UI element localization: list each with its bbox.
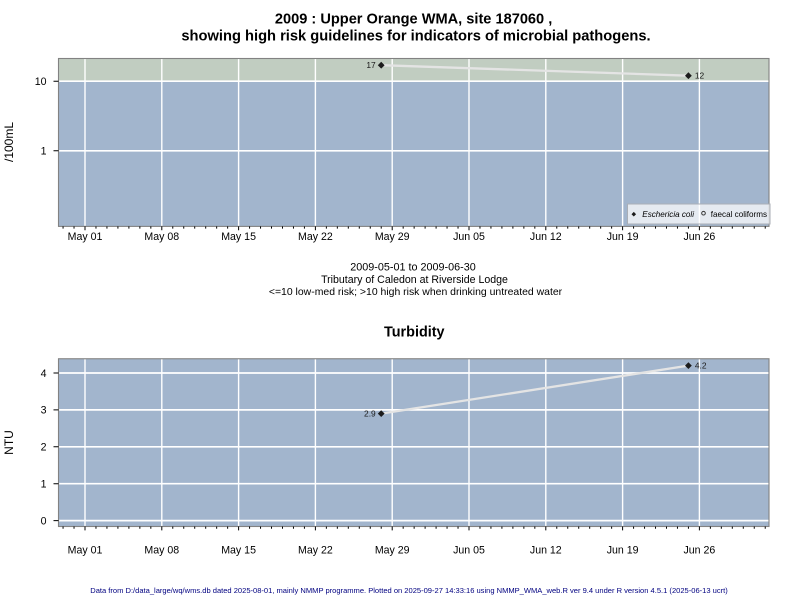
svg-text:Data from D:/data_large/wq/wms: Data from D:/data_large/wq/wms.db dated … xyxy=(90,586,728,595)
svg-text:4.2: 4.2 xyxy=(695,361,707,371)
svg-text:/100mL: /100mL xyxy=(2,122,16,162)
svg-text:Jun 19: Jun 19 xyxy=(607,545,639,557)
svg-text:Eschericia coli: Eschericia coli xyxy=(642,210,694,219)
svg-text:2009 : Upper Orange WMA, site: 2009 : Upper Orange WMA, site 187060 , xyxy=(275,12,552,28)
svg-text:0: 0 xyxy=(41,515,47,527)
svg-text:May 01: May 01 xyxy=(68,231,103,243)
svg-text:May 29: May 29 xyxy=(375,231,410,243)
svg-text:Tributary of Caledon at Rivers: Tributary of Caledon at Riverside Lodge xyxy=(321,274,508,286)
svg-text:17: 17 xyxy=(366,60,376,70)
svg-text:May 15: May 15 xyxy=(221,231,256,243)
svg-text:Jun 26: Jun 26 xyxy=(683,545,715,557)
svg-text:Jun 19: Jun 19 xyxy=(607,231,639,243)
svg-text:May 08: May 08 xyxy=(144,231,179,243)
svg-text:May 29: May 29 xyxy=(375,545,410,557)
svg-text:2.9: 2.9 xyxy=(364,409,376,419)
svg-text:Jun 05: Jun 05 xyxy=(453,231,485,243)
svg-text:May 22: May 22 xyxy=(298,231,333,243)
svg-text:May 15: May 15 xyxy=(221,545,256,557)
svg-text:1: 1 xyxy=(41,146,47,158)
svg-text:3: 3 xyxy=(41,405,47,417)
svg-text:Jun 12: Jun 12 xyxy=(530,545,562,557)
svg-text:12: 12 xyxy=(695,71,705,81)
svg-text:4: 4 xyxy=(41,368,47,380)
svg-text:2009-05-01 to 2009-06-30: 2009-05-01 to 2009-06-30 xyxy=(350,262,475,274)
svg-text:showing high risk guidelines f: showing high risk guidelines for indicat… xyxy=(181,29,650,45)
svg-text:Jun 05: Jun 05 xyxy=(453,545,485,557)
svg-text:1: 1 xyxy=(41,479,47,491)
svg-text:Jun 12: Jun 12 xyxy=(530,231,562,243)
svg-text:faecal coliforms: faecal coliforms xyxy=(711,210,767,219)
svg-text:May 22: May 22 xyxy=(298,545,333,557)
svg-text:NTU: NTU xyxy=(2,430,16,455)
svg-text:<=10 low-med risk; >10 high ri: <=10 low-med risk; >10 high risk when dr… xyxy=(269,287,563,298)
svg-text:Turbidity: Turbidity xyxy=(384,324,445,340)
svg-text:Jun 26: Jun 26 xyxy=(683,231,715,243)
svg-text:May 01: May 01 xyxy=(68,545,103,557)
svg-text:2: 2 xyxy=(41,442,47,454)
svg-text:10: 10 xyxy=(35,76,47,88)
svg-text:May 08: May 08 xyxy=(144,545,179,557)
